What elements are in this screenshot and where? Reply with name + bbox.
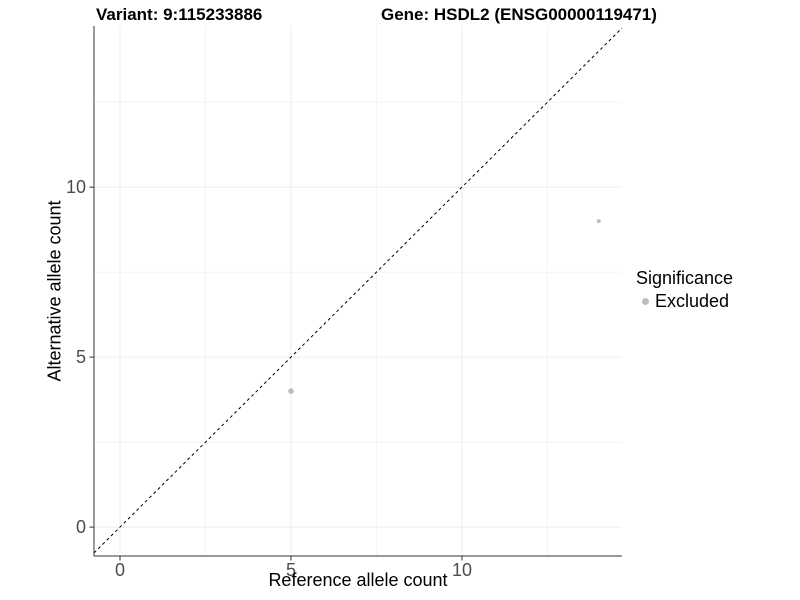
y-tick-label: 10: [66, 177, 86, 197]
x-tick-label: 0: [115, 560, 125, 580]
legend-item-label: Excluded: [655, 291, 730, 311]
legend-point-icon: [642, 298, 649, 305]
legend-item-excluded: Excluded: [642, 291, 733, 312]
x-axis-title: Reference allele count: [268, 570, 448, 590]
legend-title: Significance: [636, 268, 734, 288]
variant-title: Variant: 9:115233886: [96, 5, 263, 24]
y-axis-title: Alternative allele count: [44, 200, 65, 382]
identity-line: [93, 27, 623, 554]
data-point: [288, 388, 294, 394]
y-tick-label: 0: [76, 517, 86, 537]
y-tick-label: 5: [76, 347, 86, 367]
gene-title: Gene: HSDL2 (ENSG00000119471): [381, 5, 657, 24]
x-tick-label: 10: [452, 560, 472, 580]
legend: Significance Excluded: [636, 268, 733, 312]
x-tick-label: 5: [286, 560, 296, 580]
data-point: [596, 219, 601, 224]
